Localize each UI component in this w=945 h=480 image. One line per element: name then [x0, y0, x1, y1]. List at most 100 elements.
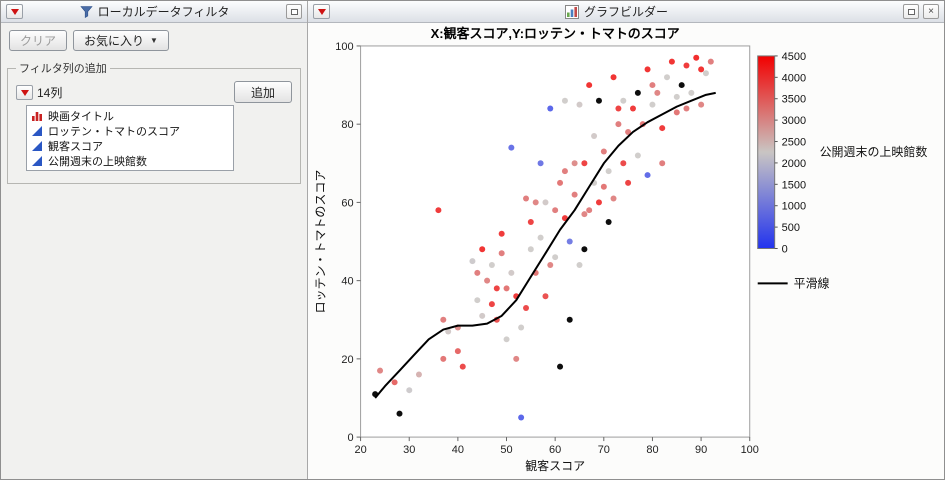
- data-point[interactable]: [566, 238, 573, 245]
- data-point[interactable]: [707, 58, 714, 65]
- data-point[interactable]: [503, 336, 510, 343]
- data-point[interactable]: [479, 312, 486, 319]
- data-point[interactable]: [595, 199, 602, 206]
- restore-button[interactable]: [903, 4, 919, 19]
- data-point[interactable]: [698, 66, 705, 73]
- data-point[interactable]: [576, 261, 583, 268]
- data-point[interactable]: [634, 89, 641, 96]
- list-item[interactable]: 観客スコア: [27, 138, 233, 153]
- data-point[interactable]: [537, 234, 544, 241]
- data-point[interactable]: [610, 74, 617, 81]
- add-button[interactable]: 追加: [233, 81, 292, 103]
- red-triangle-menu-button[interactable]: [313, 4, 330, 19]
- data-point[interactable]: [649, 101, 656, 108]
- columns-list[interactable]: 映画タイトル ロッテン・トマトのスコア 観客スコア 公開週末の上映館数: [26, 105, 234, 171]
- data-point[interactable]: [552, 254, 559, 261]
- data-point[interactable]: [659, 160, 666, 167]
- data-point[interactable]: [503, 285, 510, 292]
- list-item[interactable]: 公開週末の上映館数: [27, 153, 233, 168]
- data-point[interactable]: [527, 246, 534, 253]
- columns-red-triangle-button[interactable]: [16, 85, 33, 100]
- data-point[interactable]: [542, 293, 549, 300]
- data-point[interactable]: [620, 160, 627, 167]
- data-point[interactable]: [683, 105, 690, 112]
- data-point[interactable]: [479, 246, 486, 253]
- data-point[interactable]: [683, 62, 690, 69]
- data-point[interactable]: [391, 379, 398, 386]
- red-triangle-menu-button[interactable]: [6, 4, 23, 19]
- list-item[interactable]: ロッテン・トマトのスコア: [27, 123, 233, 138]
- data-point[interactable]: [678, 82, 685, 89]
- data-point[interactable]: [571, 191, 578, 198]
- data-point[interactable]: [527, 218, 534, 225]
- data-point[interactable]: [537, 160, 544, 167]
- data-point[interactable]: [508, 269, 515, 276]
- data-point[interactable]: [459, 363, 466, 370]
- data-point[interactable]: [586, 82, 593, 89]
- data-point[interactable]: [586, 207, 593, 214]
- data-point[interactable]: [561, 168, 568, 175]
- data-point[interactable]: [518, 324, 525, 331]
- data-point[interactable]: [605, 168, 612, 175]
- data-point[interactable]: [600, 183, 607, 190]
- data-point[interactable]: [664, 74, 671, 81]
- data-point[interactable]: [591, 132, 598, 139]
- data-point[interactable]: [377, 367, 384, 374]
- data-point[interactable]: [668, 58, 675, 65]
- data-point[interactable]: [557, 363, 564, 370]
- data-point[interactable]: [493, 285, 500, 292]
- data-point[interactable]: [488, 261, 495, 268]
- data-point[interactable]: [659, 125, 666, 132]
- data-point[interactable]: [547, 105, 554, 112]
- data-point[interactable]: [445, 328, 452, 335]
- data-point[interactable]: [557, 179, 564, 186]
- data-point[interactable]: [595, 97, 602, 104]
- data-point[interactable]: [571, 160, 578, 167]
- data-point[interactable]: [625, 179, 632, 186]
- data-point[interactable]: [702, 70, 709, 77]
- data-point[interactable]: [547, 261, 554, 268]
- data-point[interactable]: [498, 250, 505, 257]
- data-point[interactable]: [649, 82, 656, 89]
- data-point[interactable]: [435, 207, 442, 214]
- clear-button[interactable]: クリア: [9, 30, 68, 51]
- data-point[interactable]: [673, 109, 680, 116]
- data-point[interactable]: [523, 304, 530, 311]
- restore-button[interactable]: [286, 4, 302, 19]
- data-point[interactable]: [634, 152, 641, 159]
- data-point[interactable]: [688, 89, 695, 96]
- list-item[interactable]: 映画タイトル: [27, 108, 233, 123]
- data-point[interactable]: [698, 101, 705, 108]
- data-point[interactable]: [440, 355, 447, 362]
- data-point[interactable]: [693, 54, 700, 61]
- data-point[interactable]: [542, 199, 549, 206]
- data-point[interactable]: [581, 246, 588, 253]
- data-point[interactable]: [532, 199, 539, 206]
- data-point[interactable]: [605, 218, 612, 225]
- data-point[interactable]: [488, 301, 495, 308]
- data-point[interactable]: [523, 195, 530, 202]
- data-point[interactable]: [654, 89, 661, 96]
- data-point[interactable]: [673, 93, 680, 100]
- favorites-button[interactable]: お気に入り ▼: [73, 30, 169, 51]
- data-point[interactable]: [440, 316, 447, 323]
- data-point[interactable]: [644, 172, 651, 179]
- data-point[interactable]: [600, 148, 607, 155]
- data-point[interactable]: [498, 230, 505, 237]
- data-point[interactable]: [629, 105, 636, 112]
- data-point[interactable]: [513, 355, 520, 362]
- data-point[interactable]: [566, 316, 573, 323]
- data-point[interactable]: [644, 66, 651, 73]
- smoother-line[interactable]: [374, 91, 716, 399]
- data-point[interactable]: [620, 97, 627, 104]
- data-point[interactable]: [469, 258, 476, 265]
- data-point[interactable]: [415, 371, 422, 378]
- data-point[interactable]: [508, 144, 515, 151]
- data-point[interactable]: [406, 387, 413, 394]
- data-point[interactable]: [552, 207, 559, 214]
- data-point[interactable]: [576, 101, 583, 108]
- data-point[interactable]: [610, 195, 617, 202]
- data-point[interactable]: [454, 348, 461, 355]
- data-point[interactable]: [561, 97, 568, 104]
- data-point[interactable]: [581, 211, 588, 218]
